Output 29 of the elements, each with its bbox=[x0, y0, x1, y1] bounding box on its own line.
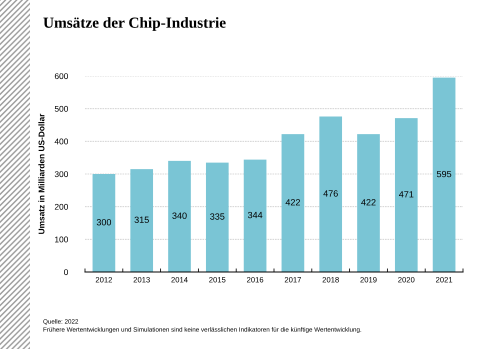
y-tick-label: 200 bbox=[54, 204, 68, 210]
chart-title: Umsätze der Chip-Industrie bbox=[43, 17, 226, 31]
y-tick-label: 0 bbox=[64, 269, 68, 276]
bar bbox=[394, 118, 418, 272]
bar bbox=[244, 160, 266, 272]
data-label: 335 bbox=[210, 213, 224, 220]
data-label: 595 bbox=[436, 170, 452, 178]
data-label: 476 bbox=[323, 190, 338, 197]
y-tick-label: 100 bbox=[55, 236, 68, 242]
bar bbox=[319, 116, 342, 272]
y-tick-label: 300 bbox=[54, 171, 68, 178]
y-tick-label: 400 bbox=[54, 138, 68, 144]
bar bbox=[130, 169, 154, 272]
data-label: 471 bbox=[398, 191, 414, 198]
bar bbox=[282, 134, 304, 272]
bar bbox=[357, 134, 380, 272]
bar bbox=[168, 160, 191, 272]
data-label: 300 bbox=[96, 219, 112, 226]
data-label: 422 bbox=[286, 199, 300, 206]
data-label: 315 bbox=[134, 216, 149, 223]
y-tick-label: 600 bbox=[54, 73, 68, 80]
y-axis-title: Umsatz in Milliarden US-Dollar bbox=[38, 114, 44, 234]
data-label: 344 bbox=[248, 212, 262, 218]
data-label: 340 bbox=[172, 212, 187, 219]
bar bbox=[92, 174, 116, 272]
bar bbox=[432, 78, 456, 272]
y-tick-label: 500 bbox=[54, 106, 68, 112]
data-label: 422 bbox=[361, 199, 376, 206]
bar bbox=[206, 162, 229, 272]
